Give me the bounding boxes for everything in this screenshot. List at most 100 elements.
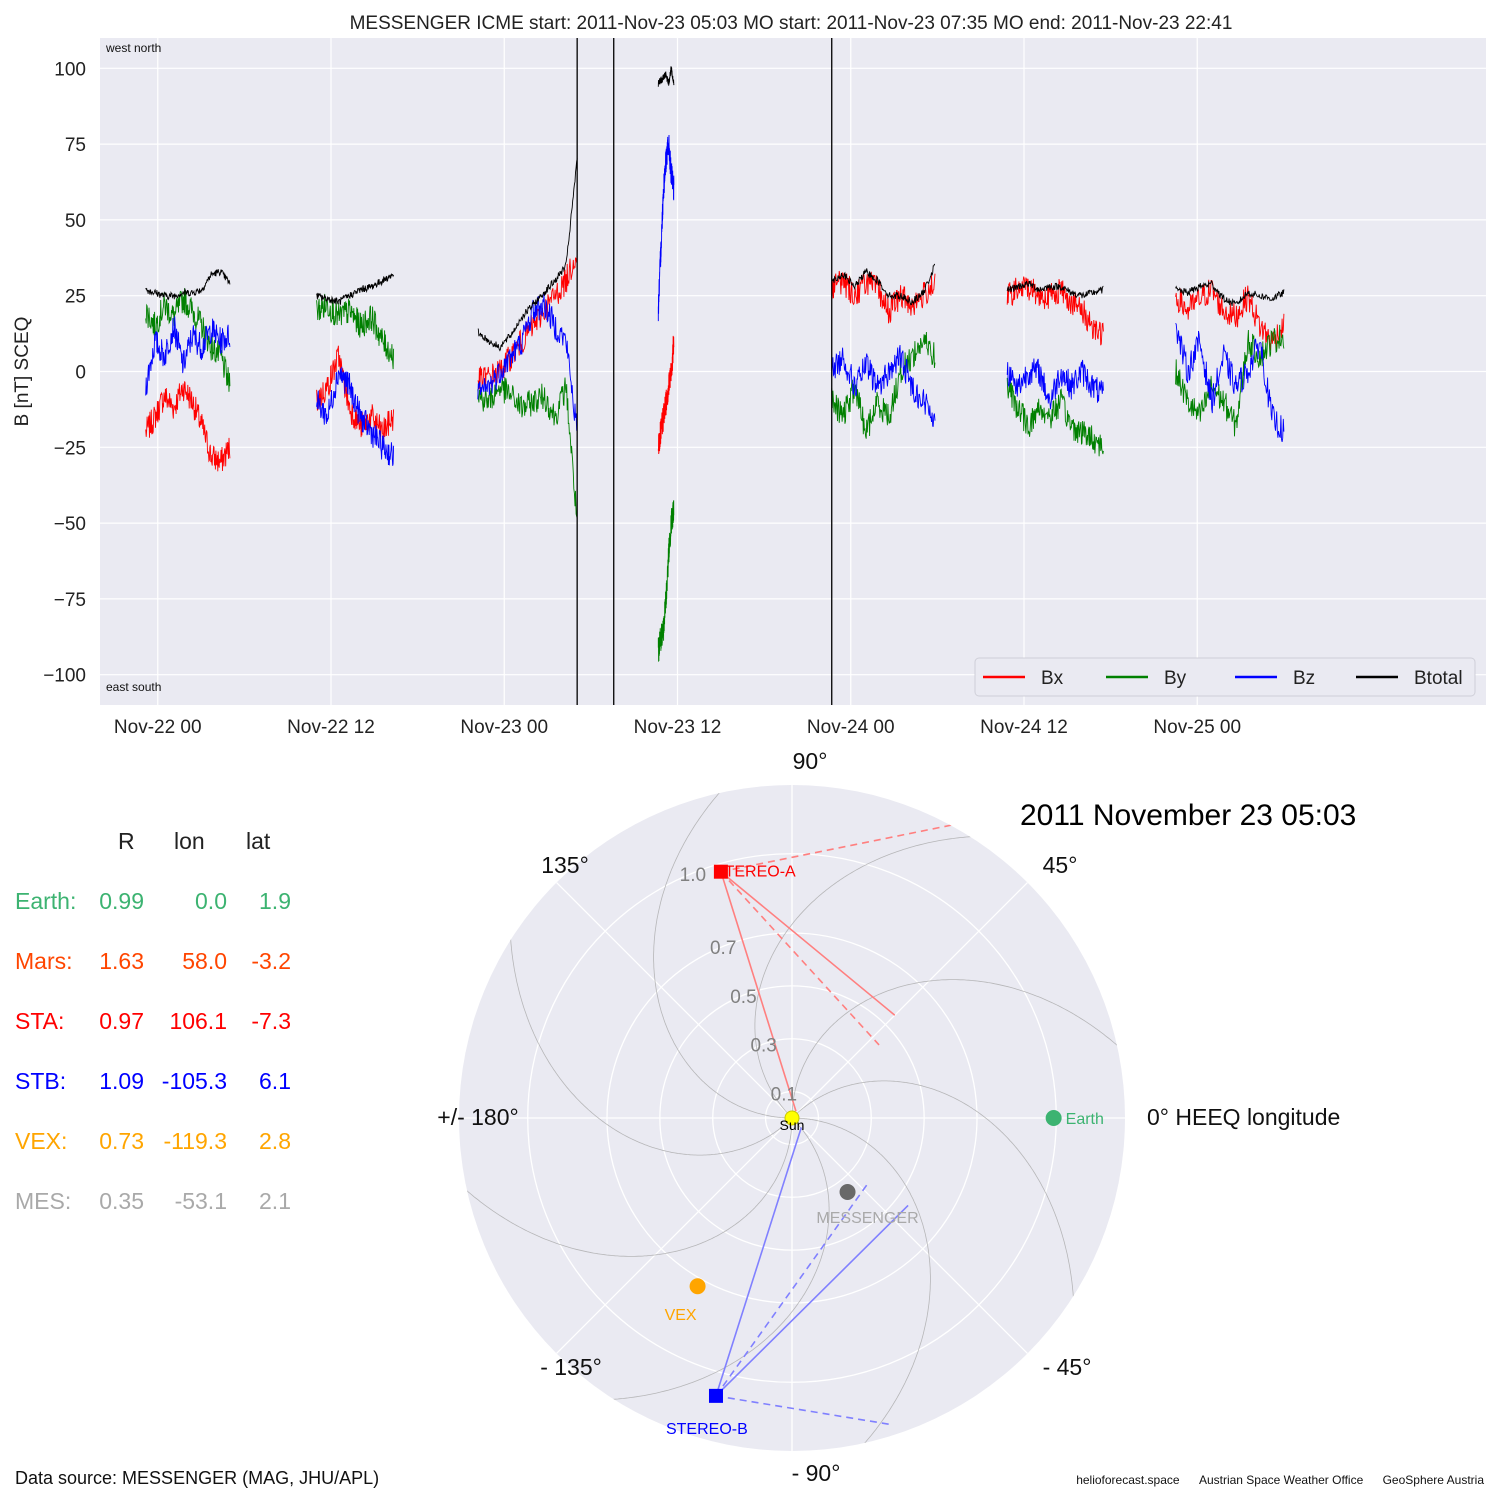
body-marker-vex xyxy=(689,1278,706,1295)
radial-tick-label: 0.1 xyxy=(771,1085,797,1106)
body-label-vex: VEX xyxy=(665,1307,697,1324)
series-by-line xyxy=(1175,324,1285,437)
series-bz-line xyxy=(1006,358,1104,410)
series-btotal-line xyxy=(145,269,231,301)
angular-gridline xyxy=(791,1117,1028,1354)
body-label-sun: Sun xyxy=(780,1117,805,1133)
fov-line xyxy=(720,871,896,1016)
radial-gridline xyxy=(764,1090,820,1146)
radius-value: 0.97 xyxy=(99,1008,144,1034)
credits: helioforecast.space Austrian Space Weath… xyxy=(1060,1473,1484,1487)
y-tick-label: 75 xyxy=(65,135,86,156)
parker-spiral xyxy=(791,979,1125,1118)
fov-line xyxy=(715,1127,803,1397)
radius-value: 1.09 xyxy=(99,1068,144,1094)
fov-line xyxy=(715,1204,909,1397)
latitude-value: -3.2 xyxy=(251,948,291,974)
angle-label: 45° xyxy=(1043,852,1078,878)
y-tick-label: 50 xyxy=(65,211,86,232)
series-by-line xyxy=(477,377,578,519)
series-bz-line xyxy=(657,134,675,322)
x-tick-label: Nov-22 00 xyxy=(114,717,202,738)
parker-spiral xyxy=(791,1080,1075,1325)
radial-gridline xyxy=(659,985,925,1251)
position-row: Earth: 0.99 0.0 1.9 xyxy=(15,888,315,948)
x-tick-label: Nov-23 12 xyxy=(634,717,722,738)
body-marker-stereo-b xyxy=(708,1388,723,1403)
legend-label: Bz xyxy=(1293,668,1315,689)
body-name: MES: xyxy=(15,1188,72,1214)
y-axis-label: B [nT] SCEQ xyxy=(12,317,33,427)
series-bz-line xyxy=(831,344,936,427)
series-by-line xyxy=(145,288,231,392)
x-tick-label: Nov-24 12 xyxy=(980,717,1068,738)
fov-line xyxy=(715,1395,892,1426)
parker-spiral xyxy=(509,911,793,1156)
position-table: R lon lat Earth: 0.99 0.0 1.9 Mars: 1.63 58.0-… xyxy=(15,828,315,1248)
latitude-value: 1.9 xyxy=(259,888,291,914)
latitude-value: 2.1 xyxy=(259,1188,291,1214)
parker-spiral xyxy=(585,1117,830,1401)
parker-spiral xyxy=(754,835,999,1119)
longitude-value: -53.1 xyxy=(174,1188,227,1214)
body-marker-stereo-a xyxy=(713,864,728,879)
position-table-rows: Earth: 0.99 0.0 1.9 Mars: 1.63 58.0 -3.2 STA: 0.9… xyxy=(15,888,315,1248)
parker-spiral xyxy=(653,785,792,1119)
angle-label: +/- 180° xyxy=(437,1104,518,1130)
legend-label: Bx xyxy=(1041,668,1064,689)
latitude-value: -7.3 xyxy=(251,1008,291,1034)
position-row: Mars: 1.63 58.0 -3.2 xyxy=(15,948,315,1008)
radial-tick-label: 1.0 xyxy=(680,865,706,886)
radial-gridline xyxy=(606,932,978,1304)
y-tick-label: −25 xyxy=(54,438,86,459)
series-by-line xyxy=(1006,377,1104,457)
date-title: 2011 November 23 05:03 xyxy=(1020,799,1356,832)
parker-spiral xyxy=(459,1118,793,1257)
chart-title: MESSENGER ICME start: 2011-Nov-23 05:03 … xyxy=(350,13,1233,34)
body-label-stereo-a: STEREO-A xyxy=(714,864,796,881)
series-by-line xyxy=(316,293,395,370)
position-row: MES: 0.35 -53.1 2.1 xyxy=(15,1188,315,1248)
body-label-earth: Earth xyxy=(1066,1111,1104,1128)
angular-gridline xyxy=(556,882,793,1119)
series-btotal-line xyxy=(657,66,675,87)
angle-label: 90° xyxy=(793,748,828,774)
credit-helioforecast: helioforecast.space xyxy=(1076,1473,1180,1487)
header-r: R xyxy=(118,828,135,854)
header-lon: lon xyxy=(174,828,205,854)
radius-value: 0.35 xyxy=(99,1188,144,1214)
longitude-value: -105.3 xyxy=(161,1068,227,1094)
longitude-value: 0.0 xyxy=(195,888,227,914)
fov-line xyxy=(720,823,955,873)
body-name: VEX: xyxy=(15,1128,68,1154)
series-bz-line xyxy=(145,316,231,396)
latitude-value: 6.1 xyxy=(259,1068,291,1094)
polar-position-plot: 0.1 0.3 0.5 0.7 1.0 0° HEEQ longitude 45° 90° 13… xyxy=(437,748,1356,1486)
position-row: STA: 0.97 106.1 -7.3 xyxy=(15,1008,315,1068)
angular-gridline xyxy=(791,882,1028,1119)
y-tick-label: 100 xyxy=(54,59,86,80)
legend: Bx By Bz Btotal xyxy=(974,657,1476,697)
angle-label: 0° HEEQ longitude xyxy=(1147,1104,1340,1130)
radius-value: 1.63 xyxy=(99,948,144,974)
body-name: STA: xyxy=(15,1008,65,1034)
corner-label-top: west north xyxy=(105,41,161,55)
series-bx-line xyxy=(477,250,578,392)
x-tick-label: Nov-24 00 xyxy=(807,717,895,738)
radial-gridline xyxy=(712,1038,872,1198)
x-tick-label: Nov-22 12 xyxy=(287,717,375,738)
x-tick-label: Nov-23 00 xyxy=(460,717,548,738)
position-row: STB: 1.09 -105.3 6.1 xyxy=(15,1068,315,1128)
series-by-line xyxy=(831,331,936,439)
y-tick-label: 25 xyxy=(65,287,86,308)
longitude-value: 106.1 xyxy=(169,1008,227,1034)
series-bx-line xyxy=(145,381,231,472)
legend-label: By xyxy=(1164,668,1187,689)
series-btotal-line xyxy=(477,157,578,352)
y-tick-label: −50 xyxy=(54,514,86,535)
latitude-value: 2.8 xyxy=(259,1128,291,1154)
series-bz-line xyxy=(1175,323,1285,443)
angular-gridline xyxy=(556,1117,793,1354)
corner-label-bottom: east south xyxy=(106,680,161,694)
